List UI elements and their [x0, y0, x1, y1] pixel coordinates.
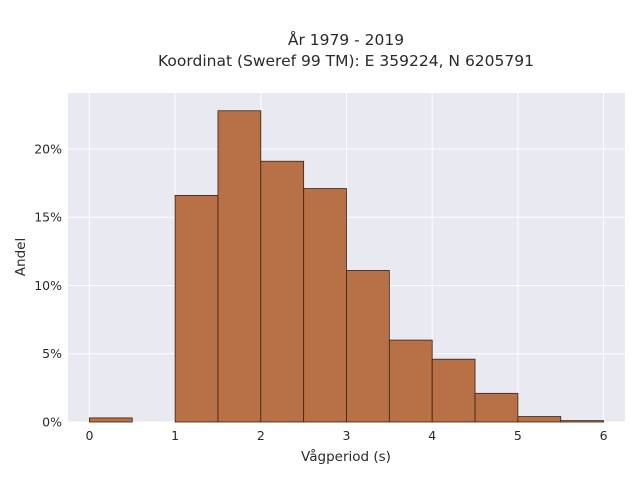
x-axis-ticks: 0 1 2 3 4 5 6: [85, 428, 607, 443]
histogram-bar: [89, 417, 133, 423]
y-tick-label: 20%: [34, 141, 62, 156]
histogram-bar: [217, 110, 262, 423]
y-tick-label: 10%: [34, 278, 62, 293]
histogram-bar: [560, 420, 604, 423]
chart-title: År 1979 - 2019: [288, 30, 404, 49]
histogram-bar: [517, 416, 562, 423]
x-tick-label: 2: [257, 428, 265, 443]
histogram-bars: [89, 110, 604, 423]
y-tick-label: 0%: [42, 415, 62, 430]
x-tick-label: 1: [171, 428, 179, 443]
histogram-bar: [260, 160, 305, 423]
x-tick-label: 3: [343, 428, 351, 443]
histogram-bar: [346, 270, 390, 423]
y-tick-label: 5%: [42, 346, 62, 361]
histogram-bar: [431, 358, 476, 423]
x-tick-label: 4: [428, 428, 436, 443]
x-axis-label: Vågperiod (s): [301, 448, 391, 465]
histogram-bar: [474, 392, 519, 423]
x-tick-label: 0: [85, 428, 93, 443]
y-axis-label: Andel: [13, 238, 29, 276]
x-tick-label: 6: [600, 428, 608, 443]
histogram-bar: [303, 188, 347, 423]
histogram-bar: [388, 339, 433, 423]
histogram-bar: [174, 194, 219, 423]
y-tick-label: 15%: [34, 210, 62, 225]
chart-subtitle: Koordinat (Sweref 99 TM): E 359224, N 62…: [158, 52, 534, 70]
x-tick-label: 5: [514, 428, 522, 443]
y-axis-ticks: 0% 5% 10% 15% 20%: [34, 141, 62, 429]
